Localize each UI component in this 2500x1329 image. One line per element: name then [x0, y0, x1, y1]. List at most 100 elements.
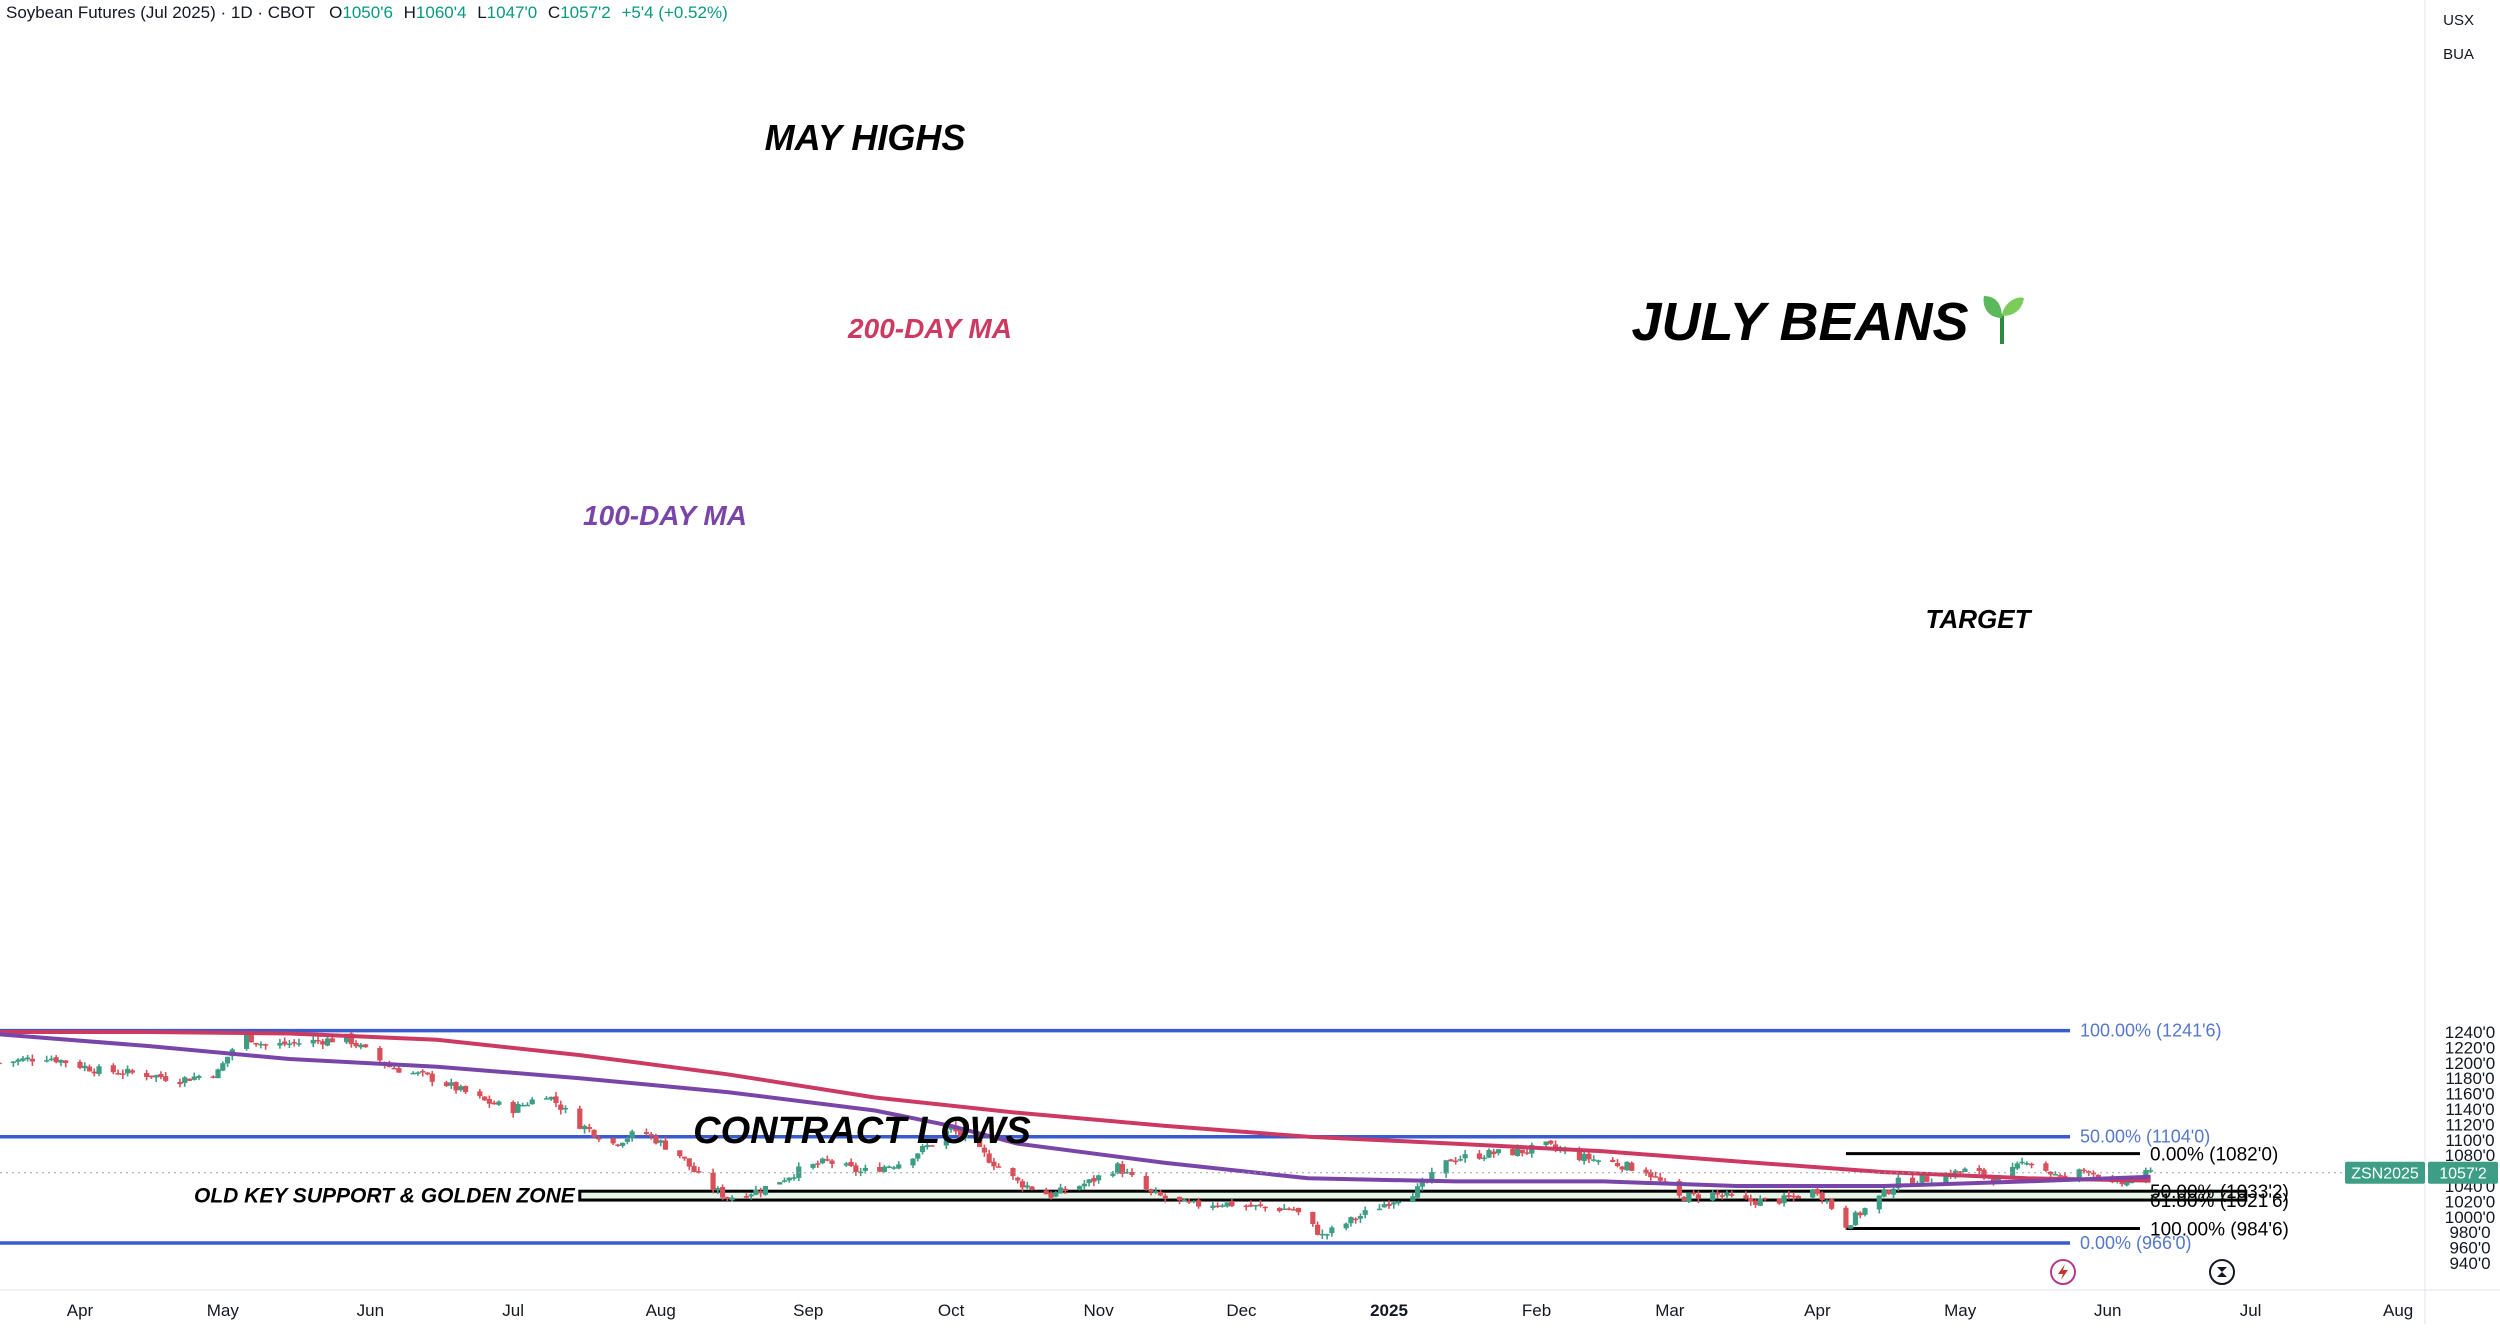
- candle-body: [929, 1145, 935, 1147]
- candle-body: [562, 1107, 569, 1110]
- replay-icon[interactable]: [2209, 1259, 2235, 1285]
- candle-body: [2086, 1171, 2092, 1173]
- candle-body: [586, 1127, 592, 1130]
- candle-body: [1381, 1204, 1387, 1208]
- candle-body: [1643, 1169, 1649, 1174]
- candle-body: [943, 1130, 949, 1146]
- candle-body: [1186, 1200, 1192, 1203]
- candle-body: [724, 1197, 730, 1199]
- candle-body: [1543, 1141, 1549, 1146]
- candle-body: [1291, 1209, 1297, 1211]
- golden-zone-label: OLD KEY SUPPORT & GOLDEN ZONE: [194, 1185, 576, 1208]
- ma200-label: 200-DAY MA: [847, 313, 1012, 344]
- candle-body: [1486, 1150, 1492, 1158]
- candle-body: [1157, 1191, 1164, 1196]
- y-tick-label: 1200'0: [2445, 1054, 2496, 1073]
- candle-body: [1752, 1200, 1759, 1205]
- y-tick-label: 1160'0: [2445, 1085, 2494, 1104]
- candle-body: [1096, 1175, 1102, 1181]
- candle-body: [1852, 1212, 1859, 1226]
- y-tick-label: 1240'0: [2445, 1023, 2496, 1042]
- candle-body: [2148, 1170, 2154, 1172]
- x-tick-label: Apr: [67, 1301, 94, 1320]
- candle-body: [424, 1072, 431, 1075]
- y-tick-label: 1180'0: [2445, 1069, 2494, 1088]
- unit-label[interactable]: BUA: [2443, 46, 2474, 63]
- symbol-title[interactable]: Soybean Futures (Jul 2025) · 1D · CBOT: [6, 3, 315, 22]
- currency-panel: USX BUA: [2443, 4, 2474, 72]
- candle-body: [848, 1161, 854, 1167]
- candle-body: [2048, 1171, 2054, 1175]
- x-tick-label: Jun: [357, 1301, 384, 1320]
- candle-body: [829, 1160, 835, 1164]
- candle-body: [1281, 1208, 1287, 1211]
- candle-body: [2029, 1163, 2035, 1166]
- candle-body: [477, 1091, 483, 1097]
- candle-body: [491, 1102, 497, 1105]
- candle-body: [1315, 1224, 1321, 1235]
- candle-body: [258, 1043, 264, 1046]
- candle-body: [1957, 1171, 1963, 1173]
- candle-body: [1162, 1195, 1168, 1199]
- candle-body: [520, 1104, 526, 1107]
- candle-body: [677, 1150, 683, 1157]
- candle-body: [1691, 1192, 1697, 1194]
- candle-body: [958, 1130, 964, 1137]
- candle-body: [2014, 1163, 2020, 1169]
- x-tick-label: 2025: [1370, 1301, 1408, 1320]
- candle-body: [891, 1167, 897, 1169]
- candle-body: [315, 1040, 321, 1042]
- candle-body: [743, 1196, 749, 1198]
- candle-body: [1048, 1192, 1054, 1198]
- candle-body: [263, 1044, 269, 1046]
- candle-body: [1976, 1168, 1982, 1171]
- candle-body: [0, 1062, 2, 1065]
- candle-body: [1614, 1163, 1621, 1167]
- candle-body: [981, 1147, 987, 1153]
- candle-body: [629, 1131, 635, 1139]
- candle-body: [986, 1153, 992, 1163]
- price-tag-price-bg: [2428, 1161, 2498, 1184]
- candle-body: [1776, 1198, 1782, 1204]
- replay-icon-ring: [2209, 1259, 2235, 1285]
- candle-body: [815, 1163, 821, 1165]
- candle-body: [886, 1166, 892, 1169]
- candle-body: [396, 1068, 402, 1073]
- candle-body: [1762, 1197, 1768, 1200]
- candle-body: [1143, 1175, 1149, 1190]
- candle-body: [1476, 1153, 1483, 1159]
- candle-body: [1248, 1204, 1254, 1207]
- candle-body: [363, 1044, 369, 1048]
- x-tick-label: Apr: [1804, 1301, 1831, 1320]
- candle-body: [1748, 1198, 1754, 1202]
- candle-body: [558, 1104, 564, 1110]
- candle-body: [1329, 1227, 1335, 1234]
- fib-label-black: 61.80% (1021'6): [2150, 1191, 2289, 1212]
- high-label: H: [403, 3, 416, 22]
- candle-body: [1219, 1205, 1225, 1207]
- y-tick-label: 1220'0: [2445, 1038, 2496, 1057]
- candle-body: [2124, 1181, 2130, 1186]
- candle-body: [1010, 1168, 1016, 1177]
- candle-body: [753, 1189, 759, 1195]
- candle-body: [1629, 1162, 1635, 1171]
- candle-body: [777, 1182, 783, 1185]
- candle-body: [191, 1076, 197, 1080]
- candle-body: [1657, 1177, 1663, 1181]
- candle-body: [1210, 1205, 1216, 1208]
- candle-body: [220, 1063, 226, 1071]
- currency-label[interactable]: USX: [2443, 12, 2474, 29]
- candle-body: [129, 1070, 135, 1073]
- fib-label-black: 100.00% (984'6): [2150, 1220, 2289, 1241]
- candle-body: [86, 1066, 93, 1072]
- candle-body: [1448, 1159, 1454, 1162]
- candle-body: [486, 1098, 492, 1104]
- candle-body: [125, 1068, 131, 1074]
- candle-body: [2043, 1163, 2049, 1171]
- candle-body: [1519, 1149, 1525, 1154]
- candle-body: [1524, 1152, 1530, 1154]
- candle-body: [1719, 1195, 1725, 1197]
- lightning-icon[interactable]: [2050, 1259, 2076, 1285]
